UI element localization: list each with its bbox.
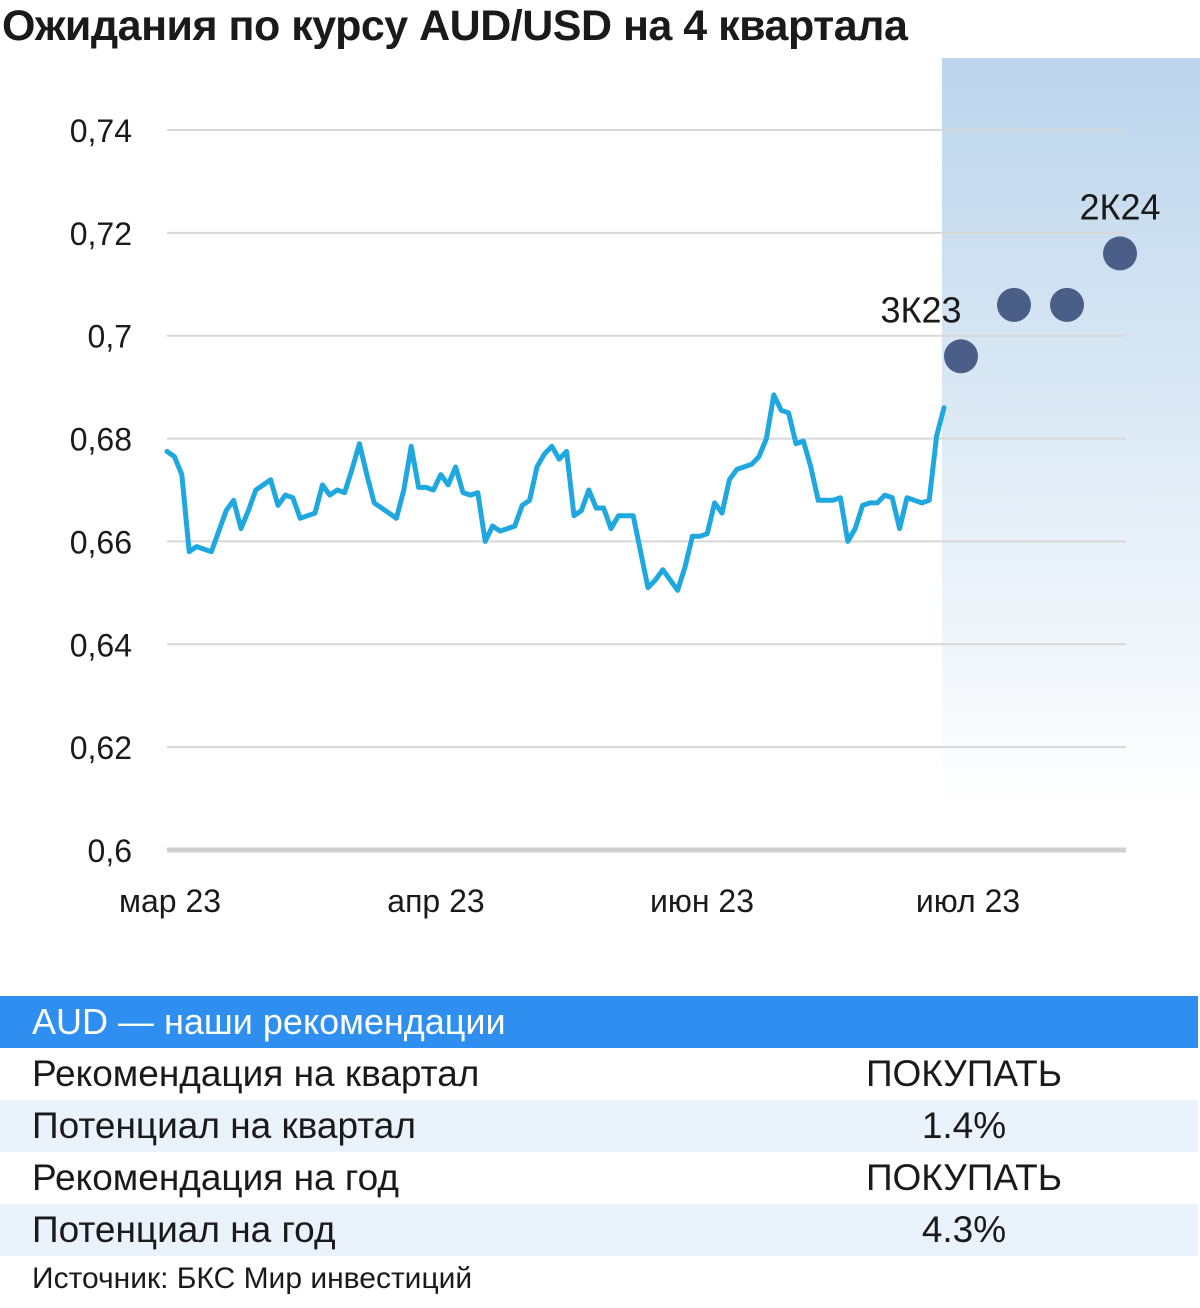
source-note: Источник: БКС Мир инвестиций xyxy=(32,1262,473,1295)
forecast-area xyxy=(942,58,1200,808)
forecast-point xyxy=(944,339,978,374)
table-header: AUD — наши рекомендации xyxy=(0,996,1198,1048)
y-tick-label: 0,68 xyxy=(70,422,132,458)
row-value: 4.3% xyxy=(921,1209,1007,1250)
row-label: Потенциал на квартал xyxy=(32,1105,416,1146)
row-label: Потенциал на год xyxy=(32,1209,336,1250)
aud-usd-chart: 0,74 0,72 0,7 0,68 0,66 0,64 0,62 0,6 мар 23 апр… xyxy=(70,58,1200,919)
forecast-label: 3К23 xyxy=(880,289,961,330)
y-tick-label: 0,6 xyxy=(88,833,132,869)
x-tick-label: мар 23 xyxy=(119,883,221,919)
y-tick-label: 0,66 xyxy=(70,524,132,560)
x-tick-label: апр 23 xyxy=(387,883,484,919)
chart-title: Ожидания по курсу AUD/USD на 4 квартала xyxy=(2,2,908,50)
forecast-label: 2К24 xyxy=(1079,186,1160,227)
table-row: Потенциал на квартал 1.4% xyxy=(0,1100,1198,1152)
table-row: Рекомендация на год ПОКУПАТЬ xyxy=(0,1152,1198,1204)
row-value: ПОКУПАТЬ xyxy=(865,1053,1063,1094)
aud-usd-line xyxy=(164,392,947,593)
x-tick-label: июл 23 xyxy=(916,883,1020,919)
y-tick-label: 0,72 xyxy=(70,216,132,252)
row-value: ПОКУПАТЬ xyxy=(865,1157,1063,1198)
y-tick-label: 0,74 xyxy=(70,113,132,149)
forecast-point xyxy=(997,287,1031,322)
y-tick-label: 0,7 xyxy=(88,319,132,355)
forecast-point xyxy=(1050,287,1084,322)
row-label: Рекомендация на квартал xyxy=(32,1053,480,1094)
y-tick-label: 0,62 xyxy=(70,730,132,766)
row-value: 1.4% xyxy=(921,1105,1007,1146)
x-tick-label: июн 23 xyxy=(650,883,754,919)
forecast-point xyxy=(1103,236,1137,271)
table-row: Потенциал на год 4.3% xyxy=(0,1204,1198,1256)
table-row: Рекомендация на квартал ПОКУПАТЬ xyxy=(0,1048,1198,1100)
row-label: Рекомендация на год xyxy=(32,1157,399,1198)
y-tick-label: 0,64 xyxy=(70,627,132,663)
recommendations-table: AUD — наши рекомендации Рекомендация на … xyxy=(0,996,1198,1256)
